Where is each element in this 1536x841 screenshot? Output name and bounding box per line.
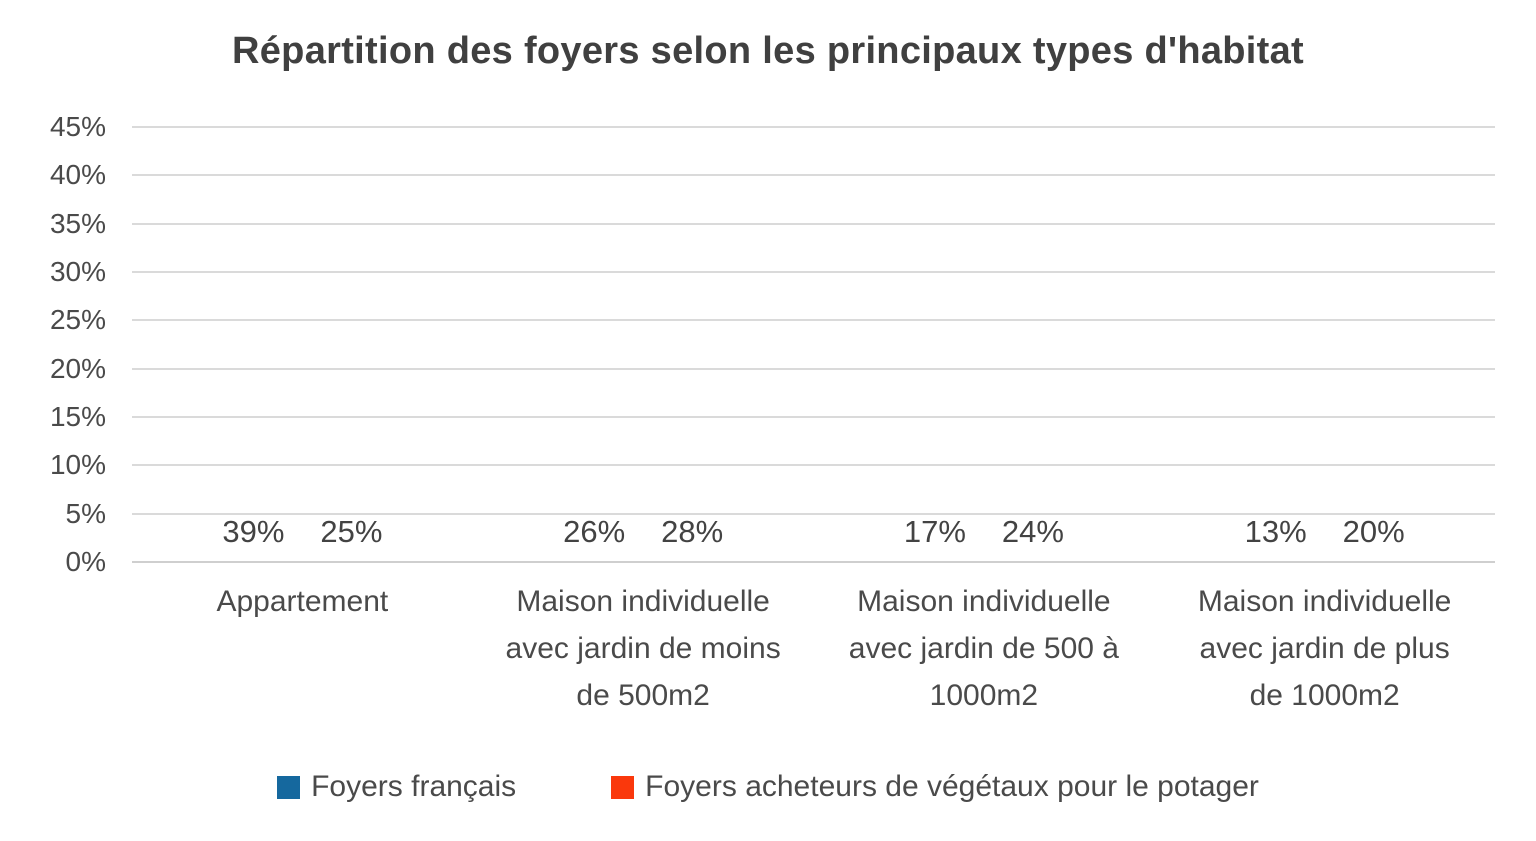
bar-with-label: 20% — [1335, 514, 1412, 562]
bar-group: 26% 28% — [473, 127, 814, 562]
data-label: 24% — [1001, 514, 1064, 549]
legend-label: Foyers acheteurs de végétaux pour le pot… — [645, 770, 1259, 803]
gridline — [132, 367, 1495, 370]
gridline — [132, 319, 1495, 322]
y-tick-label: 35% — [49, 207, 106, 239]
category-label: Maison individuelle avec jardin de 500 à… — [848, 585, 1119, 712]
legend: Foyers français Foyers acheteurs de végét… — [0, 770, 1536, 804]
y-tick-label: 30% — [49, 255, 106, 287]
plot-area: 39% 25% 26% 28% 17% 24% 13% 20% — [132, 126, 1495, 563]
y-tick-label: 45% — [49, 111, 106, 142]
x-axis-labels: Appartement Maison individuelle avec jard… — [132, 578, 1495, 719]
bar-with-label: 24% — [994, 514, 1071, 562]
gridline — [132, 126, 1495, 128]
legend-swatch — [611, 775, 635, 799]
legend-item: Foyers français — [277, 770, 516, 804]
data-label: 13% — [1244, 514, 1307, 549]
data-label: 20% — [1342, 514, 1405, 549]
bar-with-label: 13% — [1237, 514, 1314, 562]
bar-group: 17% 24% — [814, 127, 1155, 562]
legend-swatch — [277, 775, 301, 799]
bar-with-label: 28% — [654, 514, 731, 562]
gridline — [132, 561, 1495, 563]
data-label: 28% — [661, 514, 724, 549]
bar-group: 39% 25% — [132, 127, 473, 562]
gridline — [132, 512, 1495, 515]
bar-with-label: 25% — [313, 514, 390, 562]
bar-group: 13% 20% — [1154, 127, 1495, 562]
legend-item: Foyers acheteurs de végétaux pour le pot… — [611, 770, 1259, 804]
category-label: Appartement — [216, 585, 389, 618]
category-label: Maison individuelle avec jardin de moins… — [505, 585, 781, 712]
bar-with-label: 39% — [215, 514, 292, 562]
chart-title: Répartition des foyers selon les princip… — [232, 30, 1304, 72]
gridline — [132, 174, 1495, 177]
data-label: 26% — [563, 514, 626, 549]
gridline — [132, 464, 1495, 467]
data-label: 17% — [903, 514, 966, 549]
bar-with-label: 17% — [896, 514, 973, 562]
gridline — [132, 270, 1495, 273]
y-tick-label: 20% — [49, 352, 106, 384]
y-tick-label: 0% — [65, 546, 106, 577]
bar-with-label: 26% — [556, 514, 633, 562]
category-label: Maison individuelle avec jardin de plus … — [1197, 585, 1452, 712]
gridline — [132, 222, 1495, 225]
y-tick-label: 15% — [49, 400, 106, 432]
bars-layer: 39% 25% 26% 28% 17% 24% 13% 20% — [132, 127, 1495, 562]
y-tick-label: 10% — [49, 449, 106, 481]
legend-label: Foyers français — [311, 770, 517, 803]
y-axis: 0% 5% 10% 15% 20% 25% 30% 35% 40% 45% — [0, 111, 106, 577]
y-tick-label: 25% — [49, 304, 106, 336]
data-label: 25% — [320, 514, 383, 549]
y-tick-label: 40% — [49, 159, 106, 191]
y-tick-label: 5% — [65, 497, 106, 529]
gridline — [132, 415, 1495, 418]
data-label: 39% — [222, 514, 285, 549]
